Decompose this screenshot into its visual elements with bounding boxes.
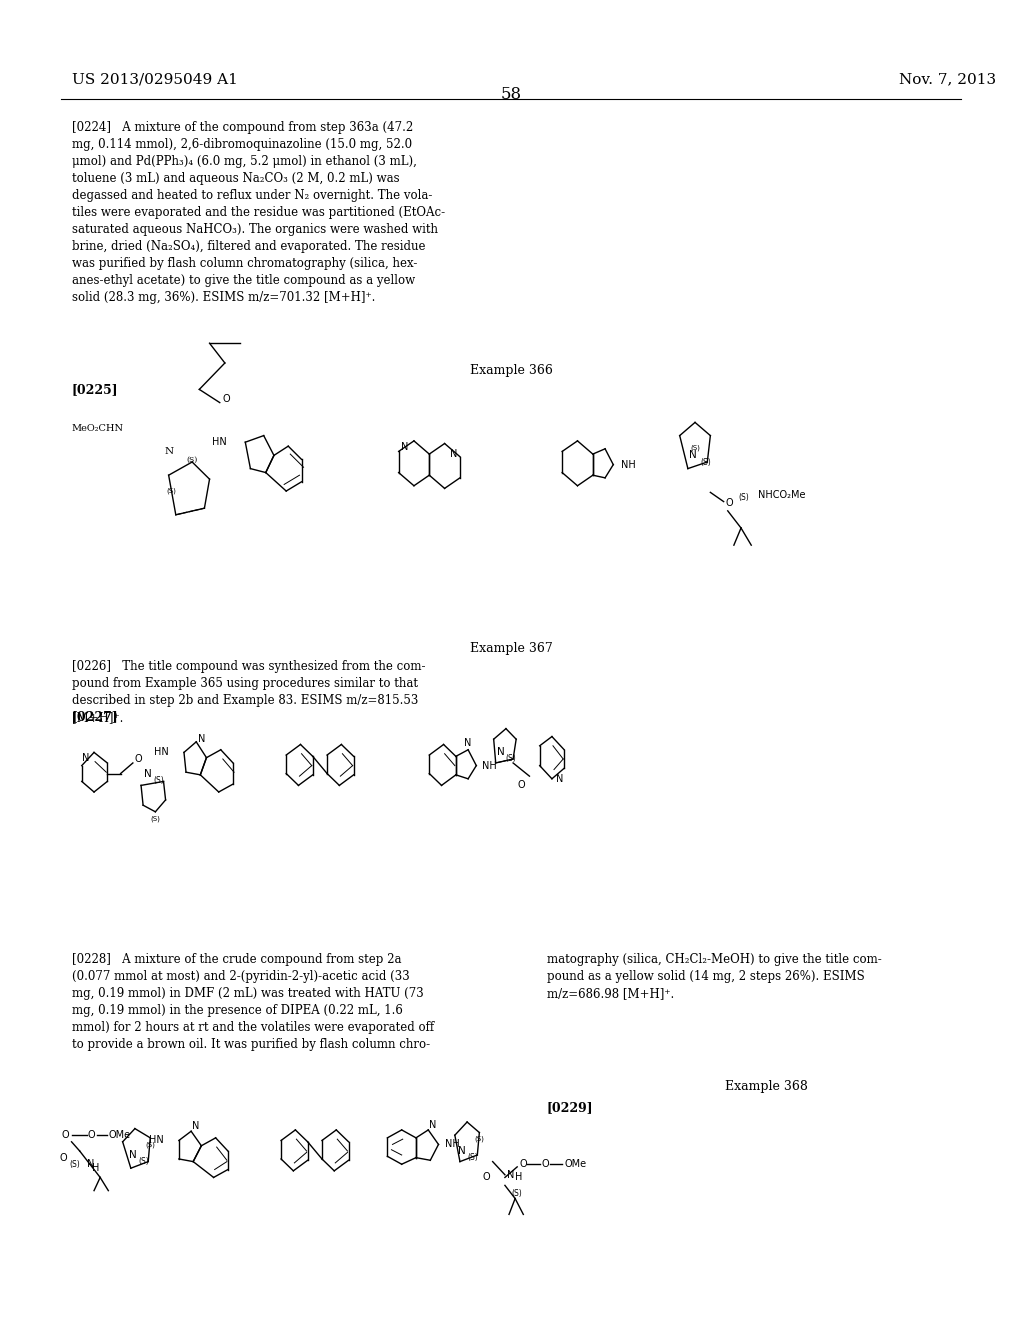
- Text: [0225]: [0225]: [72, 383, 118, 396]
- Text: H: H: [515, 1172, 522, 1183]
- Text: N: N: [497, 747, 505, 758]
- Text: (S): (S): [468, 1154, 478, 1162]
- Text: (S): (S): [474, 1137, 484, 1142]
- Text: N: N: [87, 1159, 94, 1170]
- Text: (S): (S): [151, 816, 161, 821]
- Text: (S): (S): [511, 1189, 522, 1197]
- Text: N: N: [465, 738, 472, 748]
- Text: [0228]   A mixture of the crude compound from step 2a
(0.077 mmol at most) and 2: [0228] A mixture of the crude compound f…: [72, 953, 434, 1051]
- Text: O: O: [61, 1130, 69, 1140]
- Text: N: N: [429, 1119, 436, 1130]
- Text: N: N: [193, 1121, 200, 1131]
- Text: N: N: [556, 774, 564, 784]
- Text: (S): (S): [690, 445, 700, 450]
- Text: N: N: [507, 1170, 514, 1180]
- Text: (S): (S): [69, 1160, 80, 1168]
- Text: N: N: [199, 734, 206, 744]
- Text: O: O: [517, 780, 525, 791]
- Text: [0224]   A mixture of the compound from step 363a (47.2
mg, 0.114 mmol), 2,6-dib: [0224] A mixture of the compound from st…: [72, 121, 444, 305]
- Text: [0226]   The title compound was synthesized from the com-
pound from Example 365: [0226] The title compound was synthesize…: [72, 660, 425, 723]
- Text: (S): (S): [738, 494, 749, 502]
- Text: [0229]: [0229]: [547, 1101, 594, 1114]
- Text: (S): (S): [186, 455, 198, 463]
- Text: (S): (S): [145, 1142, 156, 1147]
- Text: HN: HN: [148, 1135, 164, 1146]
- Text: OMe: OMe: [564, 1159, 587, 1170]
- Text: NH: NH: [622, 459, 636, 470]
- Text: O: O: [483, 1172, 490, 1183]
- Text: N: N: [689, 450, 697, 461]
- Text: N: N: [82, 752, 89, 763]
- Text: O: O: [88, 1130, 95, 1140]
- Text: OMe: OMe: [109, 1130, 130, 1140]
- Text: O: O: [135, 754, 142, 764]
- Text: NH: NH: [444, 1139, 460, 1150]
- Text: N: N: [164, 447, 173, 455]
- Text: Example 368: Example 368: [725, 1080, 808, 1093]
- Text: MeO₂CHN: MeO₂CHN: [72, 425, 124, 433]
- Text: N: N: [458, 1146, 466, 1156]
- Text: (S): (S): [167, 488, 177, 494]
- Text: HN: HN: [154, 747, 169, 758]
- Text: O: O: [726, 498, 733, 508]
- Text: N: N: [144, 768, 153, 779]
- Text: N: N: [401, 442, 409, 453]
- Text: O: O: [59, 1152, 68, 1163]
- Text: US 2013/0295049 A1: US 2013/0295049 A1: [72, 73, 238, 87]
- Text: (S): (S): [506, 755, 516, 763]
- Text: [0227]: [0227]: [72, 710, 119, 723]
- Text: NH: NH: [482, 760, 498, 771]
- Text: 58: 58: [501, 86, 521, 103]
- Text: O: O: [542, 1159, 549, 1170]
- Text: (S): (S): [699, 458, 711, 466]
- Text: O: O: [519, 1159, 527, 1170]
- Text: Example 367: Example 367: [470, 642, 552, 655]
- Text: matography (silica, CH₂Cl₂-MeOH) to give the title com-
pound as a yellow solid : matography (silica, CH₂Cl₂-MeOH) to give…: [547, 953, 882, 1001]
- Text: (S): (S): [153, 776, 164, 784]
- Text: (S): (S): [138, 1158, 150, 1166]
- Text: O: O: [223, 393, 230, 404]
- Text: N: N: [129, 1150, 137, 1160]
- Text: HN: HN: [212, 437, 227, 447]
- Text: H: H: [92, 1163, 99, 1173]
- Text: NHCO₂Me: NHCO₂Me: [759, 490, 806, 500]
- Text: Nov. 7, 2013: Nov. 7, 2013: [899, 73, 996, 87]
- Text: Example 366: Example 366: [470, 364, 553, 378]
- Text: N: N: [451, 449, 458, 459]
